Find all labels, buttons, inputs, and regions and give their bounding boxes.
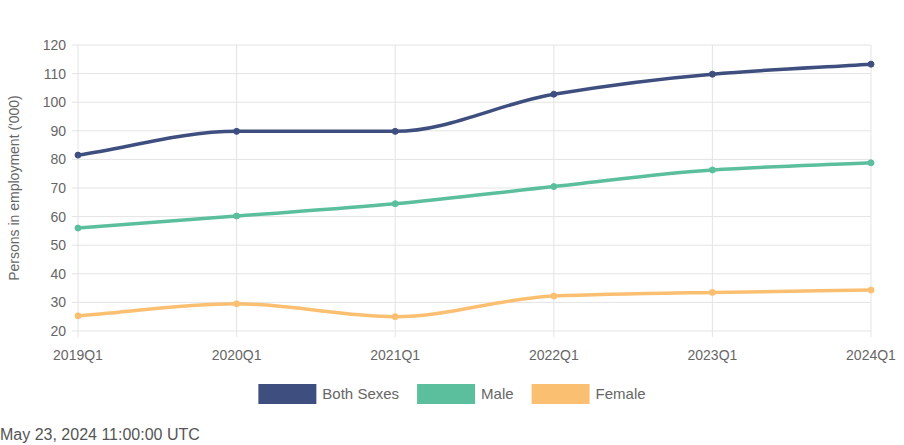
grid-line xyxy=(78,302,871,303)
legend-label: Both Sexes xyxy=(322,385,399,402)
legend-label: Female xyxy=(596,385,646,402)
series-point xyxy=(551,91,557,97)
series-point xyxy=(234,213,240,219)
plot-area xyxy=(75,61,874,320)
y-tick xyxy=(72,302,78,303)
y-tick-label: 50 xyxy=(50,237,66,253)
grid-line xyxy=(78,245,871,246)
series-point xyxy=(75,225,81,231)
y-tick-label: 110 xyxy=(44,66,67,82)
x-grid-line xyxy=(236,45,237,337)
y-tick xyxy=(72,331,78,332)
x-tick-label: 2023Q1 xyxy=(687,347,737,363)
y-tick-label: 100 xyxy=(43,94,67,110)
y-tick xyxy=(72,130,78,131)
grid-line xyxy=(78,130,871,131)
y-tick-label: 40 xyxy=(50,266,66,282)
legend-label: Male xyxy=(481,385,514,402)
y-axis-label: Persons in employment ('000) xyxy=(6,95,22,281)
series-point xyxy=(392,314,398,320)
y-tick-label: 20 xyxy=(50,323,66,339)
grid-line xyxy=(78,45,871,46)
y-tick-label: 120 xyxy=(43,37,67,53)
y-tick xyxy=(72,73,78,74)
series-line xyxy=(78,64,871,155)
y-tick-label: 80 xyxy=(50,151,66,167)
series-point xyxy=(709,289,715,295)
grid-line xyxy=(78,331,871,332)
x-tick-label: 2021Q1 xyxy=(370,347,420,363)
y-tick-label: 60 xyxy=(50,209,66,225)
series-point xyxy=(551,184,557,190)
grid-line xyxy=(78,73,871,74)
legend-item: Female xyxy=(532,384,646,404)
grid-line xyxy=(78,188,871,189)
series-point xyxy=(709,167,715,173)
legend-item: Male xyxy=(417,384,514,404)
chart: 20 30 40 50 60 70 80 90 100 110 120 2019Q1 2020Q1 202… xyxy=(0,0,904,445)
y-tick xyxy=(72,188,78,189)
x-tick-label: 2019Q1 xyxy=(53,347,103,363)
series-point xyxy=(392,201,398,207)
series-point xyxy=(75,313,81,319)
series-point xyxy=(868,160,874,166)
x-grid-line xyxy=(395,45,396,337)
y-tick xyxy=(72,102,78,103)
series-point xyxy=(868,61,874,67)
series-point xyxy=(551,293,557,299)
series-point xyxy=(709,71,715,77)
series-line xyxy=(78,163,871,228)
x-tick-label: 2024Q1 xyxy=(846,347,896,363)
y-tick-label: 70 xyxy=(50,180,66,196)
series-point xyxy=(75,152,81,158)
grid-line xyxy=(78,273,871,274)
y-tick xyxy=(72,45,78,46)
grid-line xyxy=(78,159,871,160)
series-point xyxy=(234,301,240,307)
series-point xyxy=(868,287,874,293)
legend-swatch xyxy=(258,384,316,404)
x-tick-label: 2020Q1 xyxy=(212,347,262,363)
legend-swatch xyxy=(417,384,475,404)
x-grid-line xyxy=(78,45,79,337)
x-tick-label: 2022Q1 xyxy=(529,347,579,363)
series-point xyxy=(234,128,240,134)
series-line xyxy=(78,290,871,317)
footnote: May 23, 2024 11:00:00 UTC xyxy=(0,426,200,443)
y-tick xyxy=(72,216,78,217)
series-point xyxy=(392,128,398,134)
legend-item: Both Sexes xyxy=(258,384,399,404)
y-tick-label: 30 xyxy=(50,294,66,310)
y-tick xyxy=(72,159,78,160)
grid-line xyxy=(78,102,871,103)
legend-swatch xyxy=(532,384,590,404)
grid-line xyxy=(78,216,871,217)
y-tick xyxy=(72,273,78,274)
y-tick-label: 90 xyxy=(50,123,66,139)
y-tick xyxy=(72,245,78,246)
